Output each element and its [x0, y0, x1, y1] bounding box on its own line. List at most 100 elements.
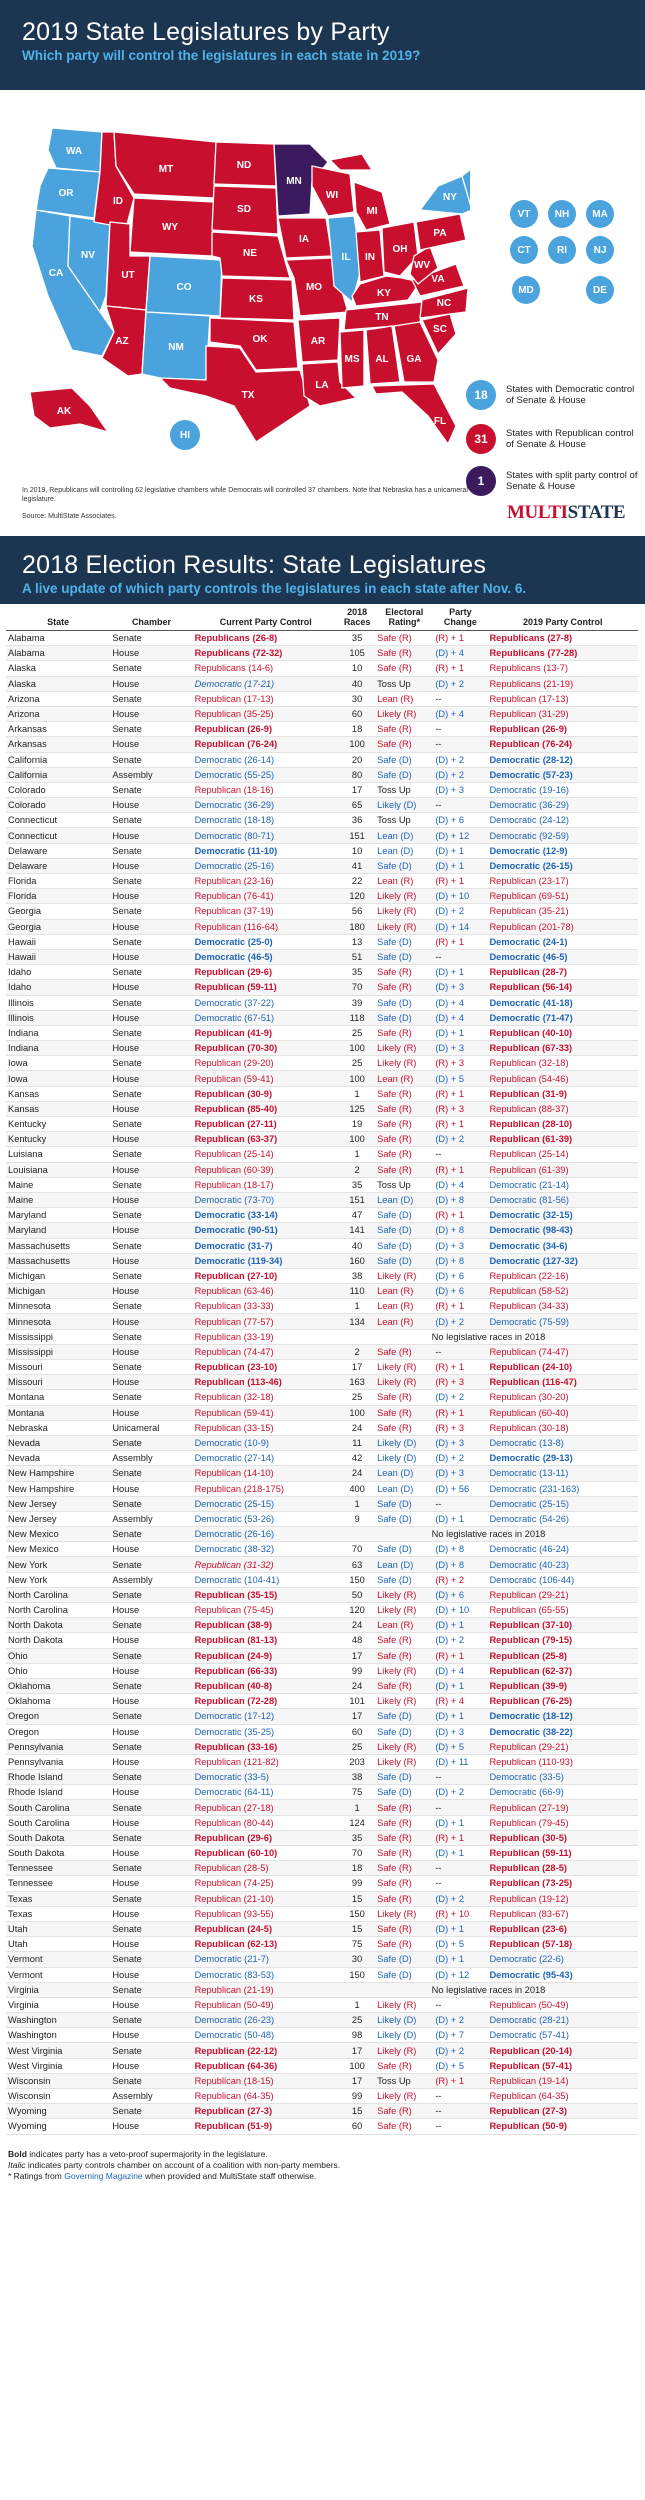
state-ar: [297, 317, 341, 363]
results-title: 2018 Election Results: State Legislature…: [22, 551, 487, 579]
cell-rc: 40: [339, 1238, 376, 1254]
table-row: Maine House Democratic (73-70) 151 Lean (D)(…: [6, 1192, 638, 1209]
cell-state: Virginia: [6, 1982, 111, 1998]
cell-25: Democratic (26-15): [487, 858, 638, 875]
cell-rc: 20: [339, 752, 376, 768]
cell-rc: 36: [339, 812, 376, 829]
table-row: Indiana Senate Republican (41-9) 25 Safe (R)…: [6, 1025, 638, 1042]
cell-rc: 1: [339, 1496, 376, 1512]
footnotes: Bold indicates party has a veto-proof su…: [0, 2135, 645, 2182]
table-row: New Jersey Assembly Democratic (53-26) 9 Saf…: [6, 1511, 638, 1528]
cell-ch: House: [110, 888, 193, 905]
cell-chg: (D) + 3: [433, 1238, 488, 1254]
cell-chg: (R) + 1: [433, 934, 488, 950]
cell-chg: (R) + 1: [433, 2073, 488, 2090]
cell-state: Tennessee: [6, 1860, 111, 1877]
cell-25: Democratic (12-9): [487, 843, 638, 859]
cell-er: Lean (R): [375, 1313, 434, 1330]
cell-chg: (D) + 5: [433, 2058, 488, 2074]
cell-er: Likely (R): [375, 1663, 434, 1679]
cell-ch: House: [110, 645, 193, 662]
cell-rc: 118: [339, 1010, 376, 1026]
cell-pc: Republican (18-16): [192, 782, 340, 799]
table-row: Arkansas House Republican (76-24) 100 Safe (…: [6, 736, 638, 753]
state-tx: [159, 345, 311, 443]
label-la: LA: [315, 380, 328, 391]
cell-rc: 150: [339, 1967, 376, 1983]
label-mi: MI: [366, 206, 377, 217]
cell-rc: 42: [339, 1450, 376, 1467]
cell-ch: Senate: [110, 752, 193, 768]
cell-rc: 98: [339, 2027, 376, 2044]
label-wa: WA: [66, 146, 82, 157]
cell-pc: Republican (93-55): [192, 1906, 340, 1922]
label-pa: PA: [433, 228, 446, 239]
cell-er: Safe (R): [375, 2118, 434, 2135]
table-row: Hawaii Senate Democratic (25-0) 13 Safe (D)(…: [6, 934, 638, 950]
table-row: Kentucky Senate Republican (27-11) 19 Safe (…: [6, 1116, 638, 1133]
cell-ch: Senate: [110, 721, 193, 738]
cell-chg: (D) + 2: [433, 1784, 488, 1801]
cell-pc: Republican (59-11): [192, 979, 340, 996]
cell-chg: (D) + 1: [433, 1845, 488, 1862]
table-row: South Carolina Senate Republican (27-18) 1 S…: [6, 1799, 638, 1816]
cell-pc: Republican (121-82): [192, 1754, 340, 1771]
label-il: IL: [342, 252, 351, 263]
cell-chg: --: [433, 1496, 488, 1512]
cell-25: Republican (23-17): [487, 873, 638, 890]
cell-pc: Republican (27-11): [192, 1116, 340, 1133]
cell-25: Republican (35-21): [487, 903, 638, 920]
cell-chg: (D) + 1: [433, 1815, 488, 1831]
cell-pc: Republican (18-15): [192, 2073, 340, 2090]
state-al: [365, 325, 401, 385]
table-row: Oregon Senate Democratic (17-12) 17 Safe (D)…: [6, 1708, 638, 1725]
cell-ch: Senate: [110, 934, 193, 950]
cell-25: Republican (32-18): [487, 1055, 638, 1072]
cell-state: Michigan: [6, 1283, 111, 1300]
cell-state: Montana: [6, 1389, 111, 1406]
state-bubble-ri: RI: [548, 236, 576, 264]
state-sc: [421, 313, 457, 355]
table-row: New Hampshire House Republican (218-175) 40…: [6, 1481, 638, 1497]
cell-pc: Democratic (26-23): [192, 2012, 340, 2029]
cell-25: Republican (67-33): [487, 1040, 638, 1057]
cell-state: Florida: [6, 888, 111, 905]
cell-chg: (D) + 3: [433, 1724, 488, 1740]
table-row: Minnesota House Republican (77-57) 134 Lean …: [6, 1313, 638, 1330]
cell-ch: House: [110, 1283, 193, 1300]
cell-pc: Democratic (55-25): [192, 767, 340, 783]
cell-25: Republican (25-8): [487, 1648, 638, 1664]
governing-link[interactable]: Governing Magazine: [64, 2170, 143, 2181]
label-sc: SC: [433, 324, 447, 335]
cell-25: Republican (19-12): [487, 1891, 638, 1907]
table-body: Alabama Senate Republicans (26-8) 35 Safe (R…: [6, 630, 638, 2135]
cell-pc: Republican (37-19): [192, 903, 340, 920]
cell-er: Likely (R): [375, 903, 434, 920]
cell-pc: Republican (27-10): [192, 1268, 340, 1285]
table-row: Delaware Senate Democratic (11-10) 10 Lean (…: [6, 843, 638, 859]
cell-ch: Senate: [110, 1207, 193, 1224]
cell-chg: (D) + 2: [433, 1313, 488, 1330]
cell-er: Lean (R): [375, 691, 434, 707]
map-source: Source: MultiState Associates.: [22, 513, 117, 520]
cell-chg: (D) + 1: [433, 1708, 488, 1725]
cell-ch: House: [110, 1070, 193, 1087]
cell-chg: (D) + 11: [433, 1754, 488, 1771]
cell-25: Republican (28-7): [487, 964, 638, 981]
table-row: Mississippi Senate Republican (33-19) No le…: [6, 1329, 638, 1345]
cell-pc: Republican (33-19): [192, 1329, 340, 1345]
cell-chg: (D) + 1: [433, 858, 488, 875]
cell-rc: 24: [339, 1465, 376, 1482]
cell-ch: House: [110, 858, 193, 875]
cell-pc: Republican (38-9): [192, 1617, 340, 1634]
cell-ch: Senate: [110, 1708, 193, 1725]
cell-state: Maine: [6, 1192, 111, 1209]
cell-pc: Republican (27-18): [192, 1799, 340, 1816]
cell-ch: Senate: [110, 1465, 193, 1482]
cell-25: Republican (28-5): [487, 1860, 638, 1877]
cell-ch: Senate: [110, 1556, 193, 1573]
cell-25: Republican (110-93): [487, 1754, 638, 1771]
cell-er: Likely (R): [375, 706, 434, 723]
cell-rc: 101: [339, 1693, 376, 1710]
cell-no-races: No legislative races in 2018: [339, 1329, 638, 1345]
